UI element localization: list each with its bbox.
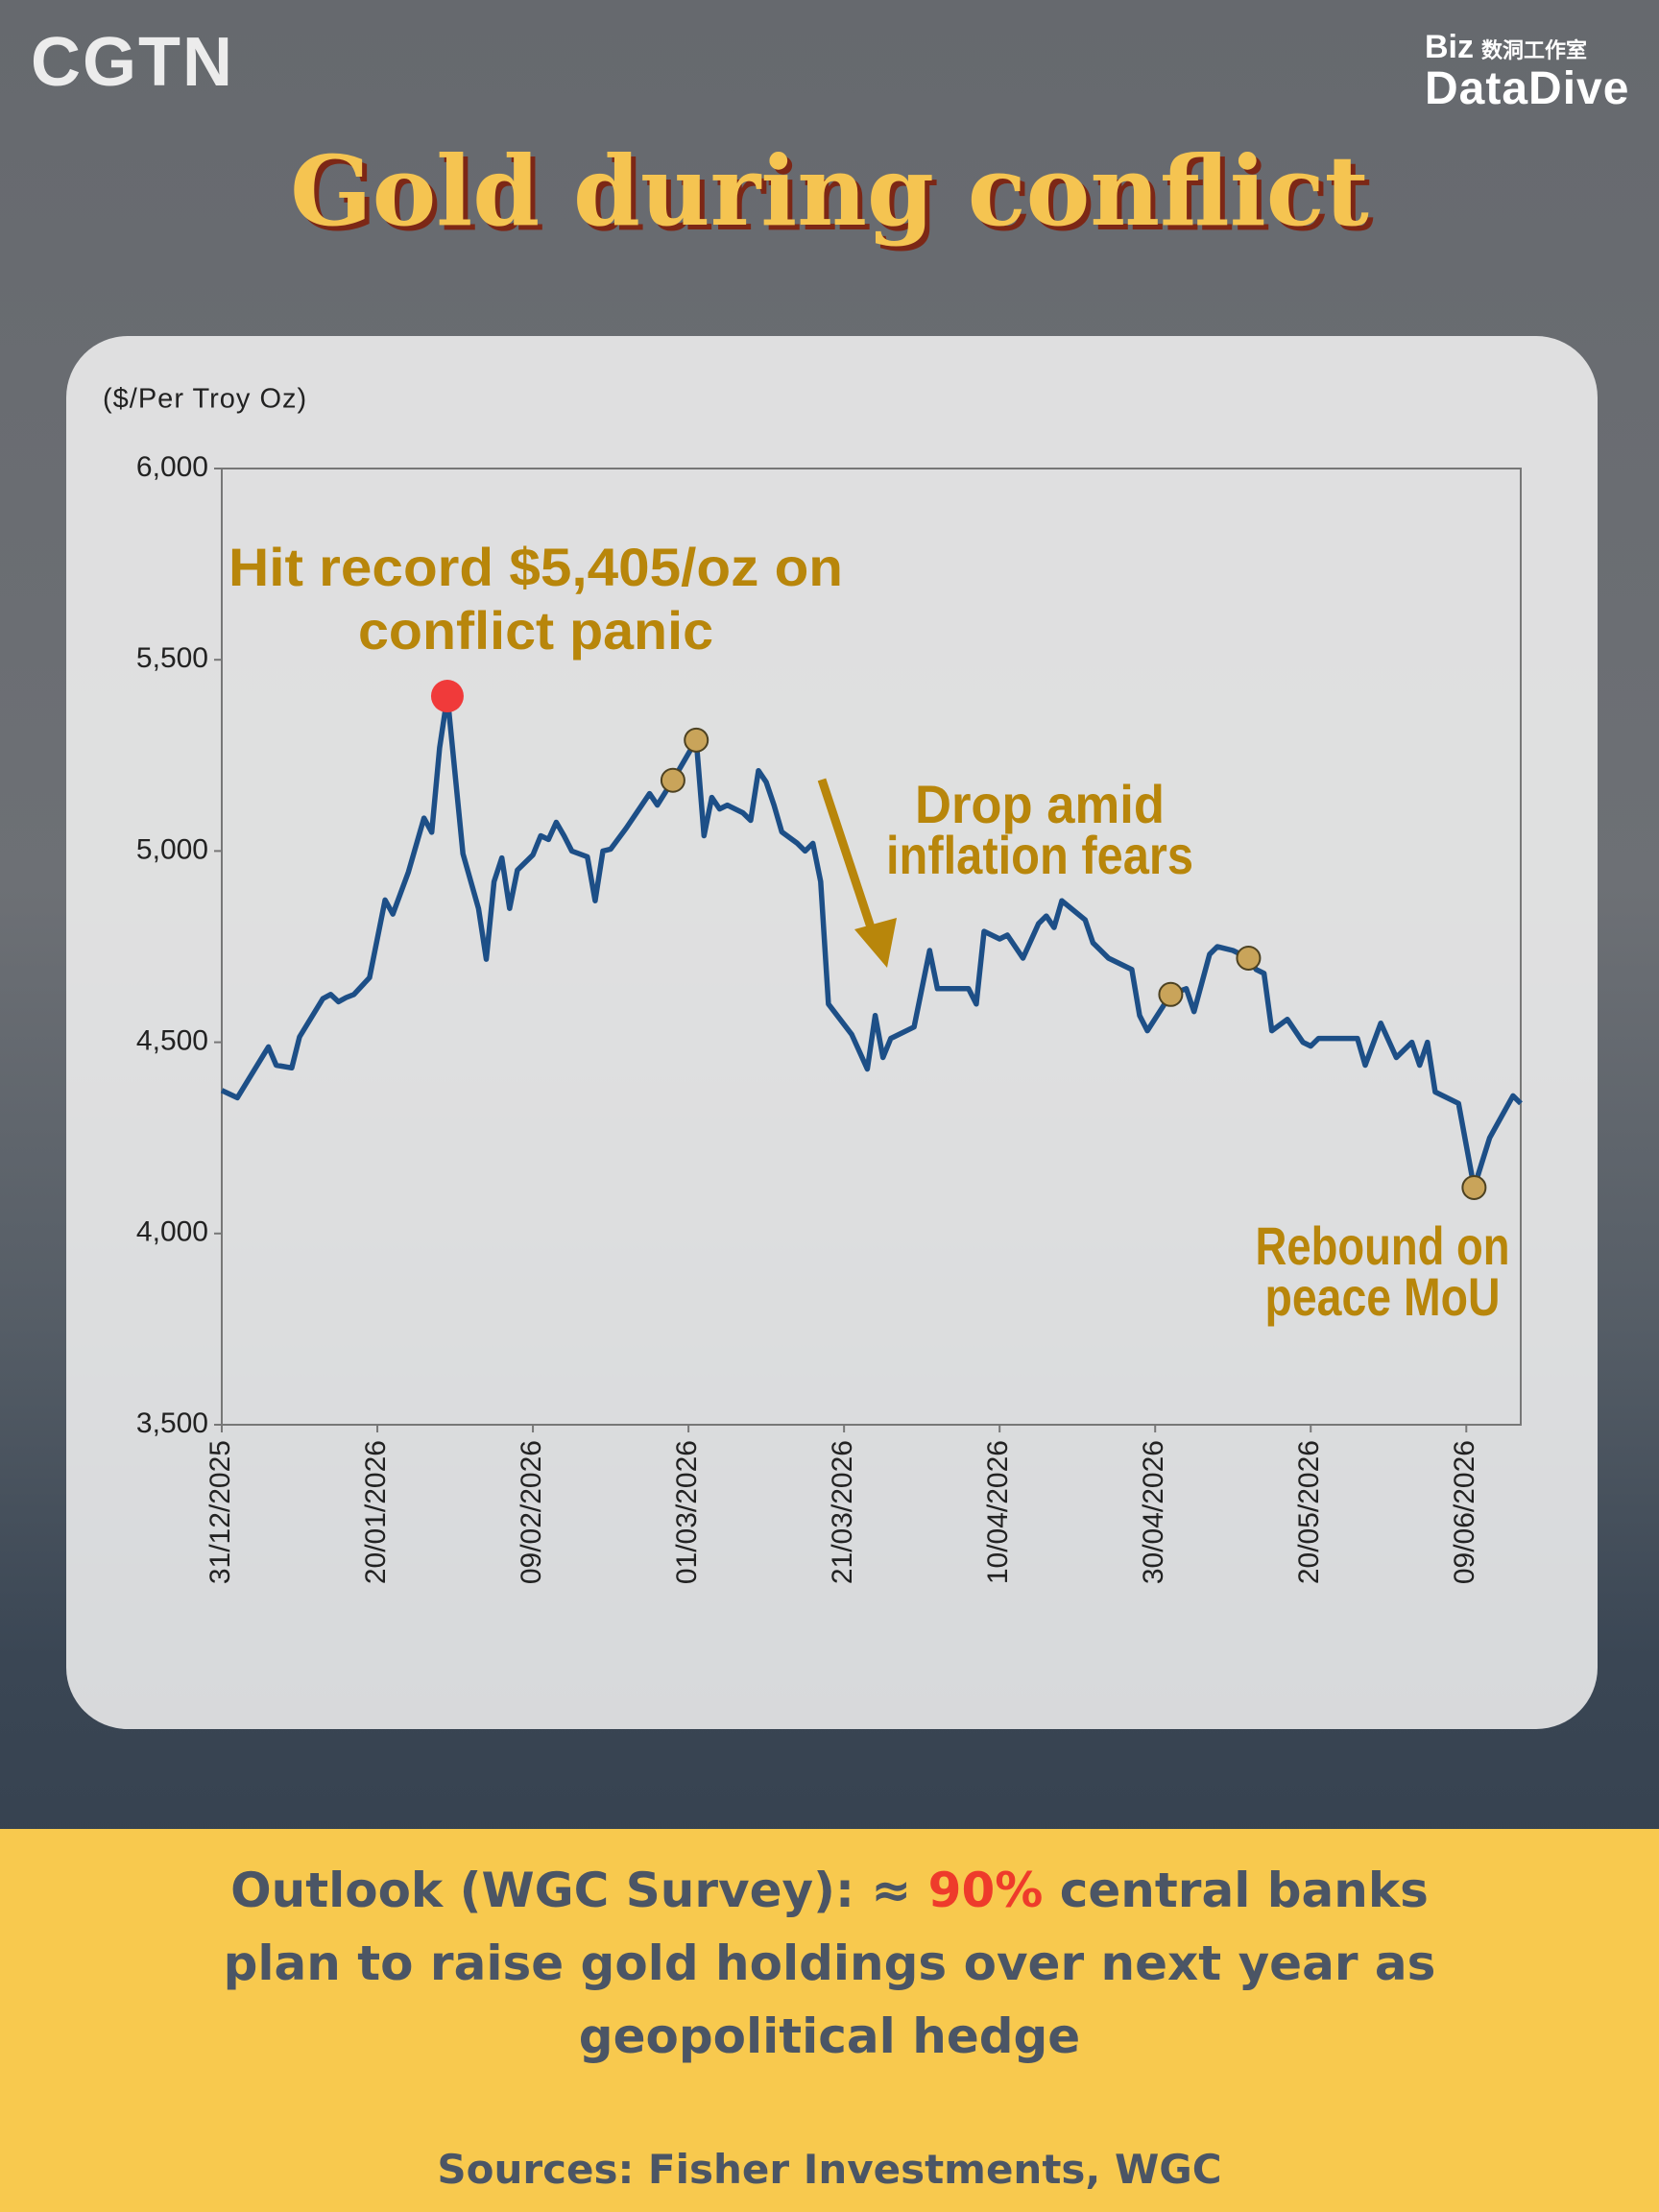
x-tick-label: 10/04/2026 bbox=[982, 1440, 1014, 1584]
highlight-point bbox=[660, 767, 685, 793]
y-tick-label: 4,000 bbox=[136, 1216, 208, 1248]
arrow-head bbox=[854, 918, 897, 968]
x-tick-label: 20/01/2026 bbox=[360, 1440, 392, 1584]
outlook-text: geopolitical hedge bbox=[578, 2008, 1081, 2064]
y-tick-label: 5,000 bbox=[136, 833, 208, 865]
highlight-point bbox=[1461, 1174, 1487, 1200]
y-tick-label: 6,000 bbox=[136, 451, 208, 483]
annotation: Rebound on bbox=[1256, 1215, 1510, 1276]
annotation: peace MoU bbox=[1265, 1266, 1501, 1327]
outlook: Outlook (WGC Survey): ≈ 90% central bank… bbox=[0, 1854, 1659, 2073]
highlight-point bbox=[1158, 981, 1184, 1007]
logo: CGTN bbox=[31, 24, 234, 101]
x-tick-label: 30/04/2026 bbox=[1138, 1440, 1169, 1584]
highlight-point bbox=[684, 727, 709, 753]
annotation: inflation fears bbox=[886, 825, 1193, 885]
y-tick-label: 4,500 bbox=[136, 1025, 208, 1057]
annotation: conflict panic bbox=[358, 600, 713, 661]
brand-main: DataDive bbox=[1425, 63, 1630, 114]
y-axis-label: ($/Per Troy Oz) bbox=[103, 384, 307, 415]
plot-frame bbox=[221, 468, 1522, 1426]
x-tick-label: 09/06/2026 bbox=[1449, 1440, 1480, 1584]
highlight-point bbox=[430, 680, 464, 713]
brand-top: Biz bbox=[1425, 29, 1474, 65]
outlook-text: central banks bbox=[1043, 1863, 1429, 1918]
x-tick-label: 21/03/2026 bbox=[827, 1440, 858, 1584]
title: Gold during conflict bbox=[290, 134, 1369, 248]
x-tick-label: 20/05/2026 bbox=[1293, 1440, 1325, 1584]
sources: Sources: Fisher Investments, WGC bbox=[437, 2146, 1222, 2193]
chart: ($/Per Troy Oz) 3,500 4,000 4,500 5,000 5,50… bbox=[103, 384, 1523, 1584]
y-tick-label: 5,500 bbox=[136, 642, 208, 674]
footer: Outlook (WGC Survey): ≈ 90% central bank… bbox=[0, 1829, 1659, 2212]
outlook-highlight: 90% bbox=[927, 1863, 1044, 1918]
x-tick-label: 09/02/2026 bbox=[516, 1440, 547, 1584]
x-tick-label: 31/12/2025 bbox=[204, 1440, 236, 1584]
y-tick-label: 3,500 bbox=[136, 1407, 208, 1439]
x-tick-label: 01/03/2026 bbox=[671, 1440, 703, 1584]
brand: Biz 数洞工作室 DataDive bbox=[1425, 29, 1629, 115]
brand-cn: 数洞工作室 bbox=[1481, 39, 1588, 63]
outlook-text: Outlook (WGC Survey): ≈ bbox=[230, 1863, 928, 1918]
chart-card bbox=[66, 336, 1598, 1729]
annotation: Drop amid bbox=[915, 774, 1165, 834]
annotation: Hit record $5,405/oz on bbox=[228, 537, 843, 597]
outlook-text: plan to raise gold holdings over next ye… bbox=[223, 1936, 1436, 1991]
arrow bbox=[817, 778, 878, 938]
highlight-point bbox=[1236, 945, 1262, 971]
